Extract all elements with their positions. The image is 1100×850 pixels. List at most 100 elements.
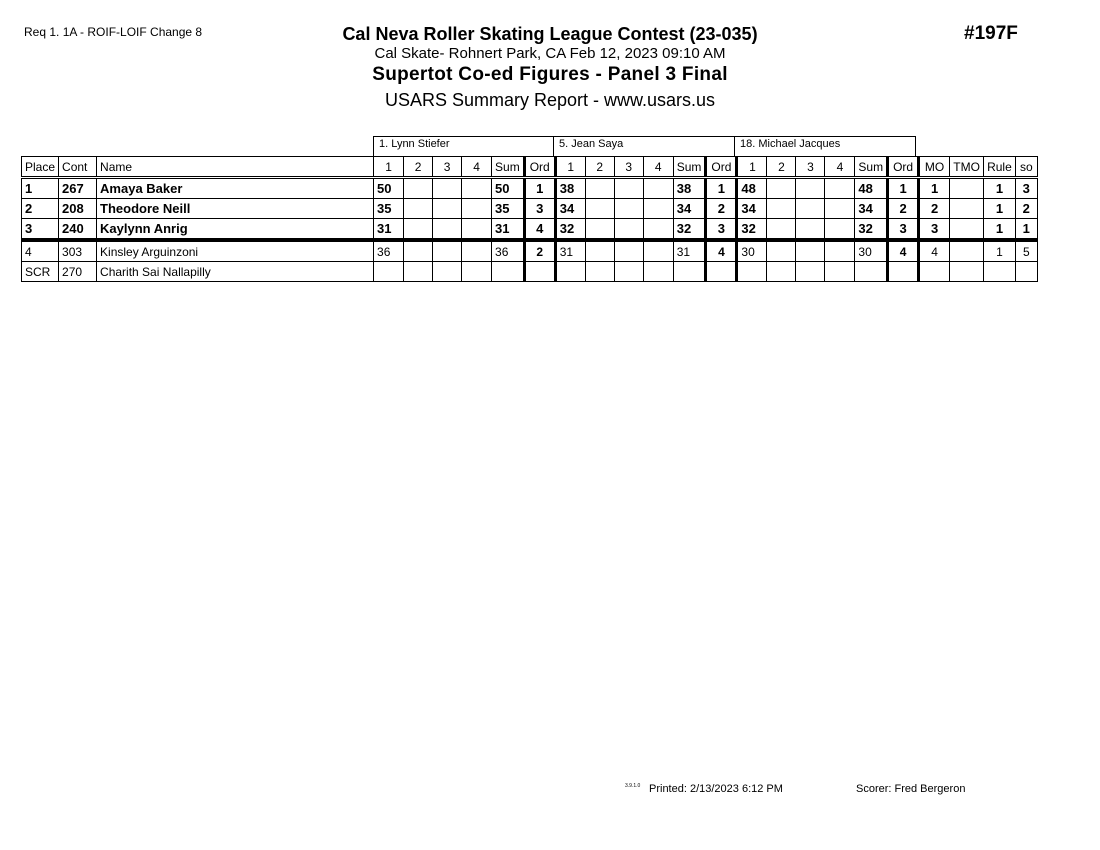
results-table: Place Cont Name 1 2 3 4 Sum Ord 1 2 3 4 Sum Ord 1 2 3 4 Sum… [20,156,1038,282]
table-cell [403,177,434,199]
column-header-row: Place Cont Name 1 2 3 4 Sum Ord 1 2 3 4 Sum Ord 1 2 3 4 Sum… [20,156,1038,179]
column-header: Ord [704,156,739,179]
table-cell: 1 [983,239,1016,262]
table-cell [886,261,921,282]
table-cell [949,198,985,219]
table-cell: 48 [854,177,889,199]
column-header: Sum [491,156,525,179]
column-header: 2 [584,156,615,179]
table-cell: 1 [983,177,1016,199]
column-header: 4 [642,156,674,179]
table-cell: 38 [672,177,707,199]
table-cell [824,261,856,282]
table-cell: 34 [854,198,889,219]
table-cell [795,261,826,282]
table-cell: 30 [736,239,768,262]
judge-1-name: 1. Lynn Stiefer [373,136,554,157]
column-header: Name [96,156,375,179]
column-header: Ord [886,156,921,179]
table-cell [432,198,463,219]
table-cell [461,177,493,199]
table-cell: 32 [736,218,768,242]
column-header: MO [918,156,951,179]
table-cell [766,177,797,199]
table-cell: Theodore Neill [96,198,375,219]
table-cell [584,261,615,282]
table-cell: 4 [20,239,60,262]
table-cell: 3 [918,218,951,242]
column-header: Sum [672,156,707,179]
table-cell: 1 [886,177,921,199]
judge-header-table: 1. Lynn Stiefer 5. Jean Saya 18. Michael… [373,136,916,157]
table-cell [554,261,586,282]
judge-3-name: 18. Michael Jacques [734,136,916,157]
version-label: 3.9.1.0 [625,783,641,789]
table-cell [824,177,856,199]
table-cell [461,218,493,242]
table-row: 2 208 Theodore Neill 35 35 3 34 34 2 34 34 2 2 1 2 [20,198,1038,219]
scorer-name: Scorer: Fred Bergeron [856,783,966,795]
contest-title: Cal Neva Roller Skating League Contest (… [342,24,758,44]
table-cell [432,239,463,262]
table-cell: 2 [20,198,60,219]
table-cell [795,177,826,199]
table-cell [766,261,797,282]
table-cell: 32 [554,218,586,242]
column-header: 4 [461,156,493,179]
table-cell: 270 [58,261,98,282]
table-cell [432,218,463,242]
table-cell [766,218,797,242]
table-cell: Kinsley Arguinzoni [96,239,375,262]
table-cell [642,239,674,262]
table-cell [432,177,463,199]
table-cell [522,261,557,282]
table-cell [584,218,615,242]
table-cell: 36 [373,239,405,262]
column-header: TMO [949,156,985,179]
column-header: 4 [824,156,856,179]
event-number: #197F [964,23,1018,44]
column-header: so [1014,156,1038,179]
table-cell [613,198,644,219]
table-cell [949,177,985,199]
table-cell: 2 [918,198,951,219]
table-cell: 50 [491,177,525,199]
column-header: 3 [432,156,463,179]
table-cell [613,177,644,199]
column-header: 3 [795,156,826,179]
table-cell [766,239,797,262]
table-cell: 31 [491,218,525,242]
table-cell: 1 [20,177,60,199]
table-cell [672,261,707,282]
table-cell: 3 [704,218,739,242]
table-cell [584,177,615,199]
report-title: USARS Summary Report - www.usars.us [384,90,716,110]
table-cell [642,198,674,219]
table-cell [642,177,674,199]
table-cell: 34 [736,198,768,219]
table-cell [461,239,493,262]
table-cell: 31 [373,218,405,242]
table-cell: 1 [918,177,951,199]
table-cell [373,261,405,282]
table-cell [613,218,644,242]
table-row: SCR 270 Charith Sai Nallapilly [20,261,1038,282]
table-cell [824,218,856,242]
table-cell: 240 [58,218,98,242]
table-cell: 2 [1014,198,1038,219]
table-cell: 3 [1014,177,1038,199]
table-cell [824,239,856,262]
table-row: 1 267 Amaya Baker 50 50 1 38 38 1 48 48 1 1 1 3 [20,177,1038,199]
table-cell [642,218,674,242]
table-cell: 3 [20,218,60,242]
column-header: Cont [58,156,98,179]
table-cell: 48 [736,177,768,199]
column-header: 1 [373,156,405,179]
table-cell [403,198,434,219]
venue-date: Cal Skate- Rohnert Park, CA Feb 12, 2023… [374,45,726,62]
column-header: 3 [613,156,644,179]
judge-2-name: 5. Jean Saya [553,136,735,157]
table-row: 3 240 Kaylynn Anrig 31 31 4 32 32 3 32 32 3 3 1 1 [20,218,1038,242]
table-cell: 4 [886,239,921,262]
table-cell [584,198,615,219]
